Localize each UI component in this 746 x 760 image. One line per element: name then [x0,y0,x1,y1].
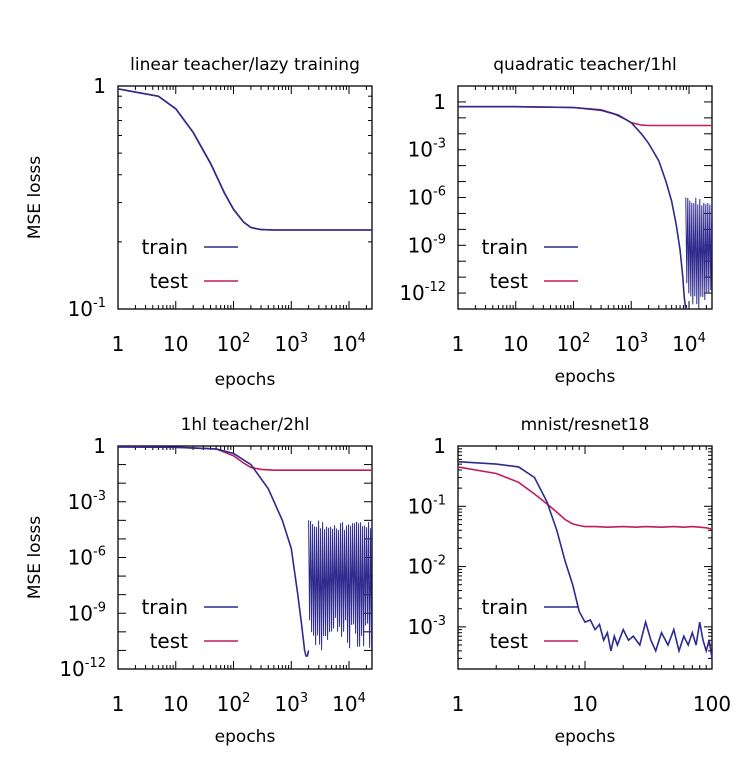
x-tick-label: 10 [163,332,188,356]
x-tick-label: 103 [614,331,648,356]
legend: train test [481,235,578,293]
x-minor-ticks [457,446,707,669]
legend-label-test: test [150,269,189,293]
x-tick-label: 102 [217,331,251,356]
y-axis-label: MSE losss [25,156,45,239]
x-tick-label: 102 [557,331,591,356]
y-tick-label: 10-3 [408,137,446,162]
y-axis-label: MSE losss [25,516,45,599]
x-axis-label: epochs [215,370,276,390]
legend: train test [481,595,578,653]
y-tick-label: 1 [433,90,446,114]
x-axis-label: epochs [555,367,616,387]
legend-label-test: test [150,629,189,653]
x-tick-label: 103 [274,691,308,716]
y-tick-label: 1 [433,434,446,458]
y-tick-label: 10-9 [68,600,106,625]
x-tick-label: 10 [163,692,188,716]
legend-label-test: test [490,629,529,653]
series-line-test [117,446,372,472]
x-tick-label: 10 [503,332,528,356]
chart-title: quadratic teacher/1hl [493,55,676,75]
x-tick-label: 104 [672,331,706,356]
y-tick-label: 10-12 [59,656,106,681]
panel-3: 1hl teacher/2hl 1 10 102 103 104 1 10-3 10-6 10-9… [25,415,373,747]
x-tick-label: 104 [332,691,366,716]
x-minor-ticks [457,86,707,309]
legend-label-train: train [141,235,188,259]
y-tick-label: 10-12 [399,280,446,305]
legend-label-train: train [481,595,528,619]
x-tick-label: 103 [274,331,308,356]
series-line-train [117,88,372,231]
y-tick-label: 10-3 [408,614,446,639]
y-minor-ticks [458,445,712,670]
train-oscillation [308,520,373,651]
y-tick-label: 10-1 [68,296,106,321]
chart-title: mnist/resnet18 [521,415,650,435]
y-tick-label: 10-3 [68,489,106,514]
chart-title: 1hl teacher/2hl [181,415,310,435]
legend: train test [141,235,238,293]
y-tick-label: 10-1 [408,493,446,518]
y-tick-label: 1 [93,434,106,458]
x-tick-label: 10 [572,692,597,716]
panel-2: quadratic teacher/1hl 1 10 102 103 104 1 10-3 10… [399,55,713,387]
plot-frame [117,85,373,310]
x-axis-label: epochs [555,727,616,747]
legend: train test [141,595,238,653]
x-tick-label: 104 [332,331,366,356]
y-minor-ticks [118,85,372,310]
y-tick-label: 10-2 [408,554,446,579]
y-tick-label: 10-6 [68,545,106,570]
series-line-train [458,105,687,310]
x-axis-label: epochs [215,727,276,747]
legend-label-train: train [481,235,528,259]
x-tick-label: 1 [112,692,125,716]
panel-1: linear teacher/lazy training 1 10 102 103 104… [25,55,373,390]
legend-label-test: test [490,269,529,293]
x-tick-label: 100 [693,692,731,716]
panel-4: mnist/resnet18 1 10 100 1 10-1 10-2 10-3 epochs t… [408,415,732,747]
series-line-test [457,466,713,530]
x-minor-ticks [117,86,367,309]
chart-title: linear teacher/lazy training [130,55,360,75]
y-tick-label: 10-9 [408,232,446,257]
legend-label-train: train [141,595,188,619]
train-oscillation [685,197,713,309]
y-tick-label: 1 [93,74,106,98]
series-line-test [458,105,712,127]
series-line-test [117,88,372,231]
series-line-train [117,446,310,657]
series-line-train [457,460,713,659]
x-tick-label: 102 [217,691,251,716]
x-tick-label: 1 [112,332,125,356]
y-tick-label: 10-6 [408,185,446,210]
x-tick-label: 1 [452,692,465,716]
x-tick-label: 1 [452,332,465,356]
